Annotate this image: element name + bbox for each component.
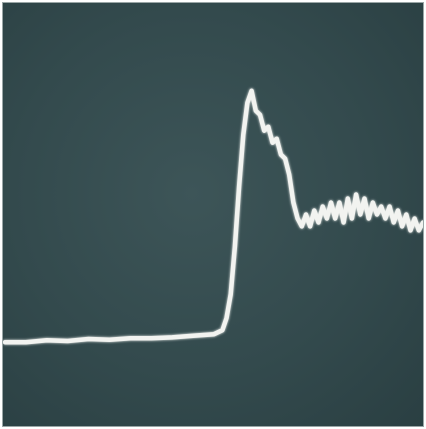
- trace-point: [392, 220, 396, 225]
- trace-point: [3, 340, 7, 344]
- trace-point: [312, 208, 316, 213]
- trace-point: [266, 125, 270, 129]
- trace-point: [170, 335, 174, 339]
- trace-point: [233, 244, 237, 248]
- trace-point: [300, 224, 304, 228]
- trace-point: [417, 228, 421, 232]
- trace-point: [337, 200, 341, 205]
- trace-point: [379, 204, 383, 209]
- trace-point: [413, 216, 417, 221]
- trace-point: [358, 212, 362, 217]
- trace-point: [287, 173, 291, 177]
- trace-point: [191, 334, 195, 338]
- trace-point: [128, 336, 132, 340]
- trace-point: [24, 340, 28, 344]
- trace-point: [296, 216, 300, 221]
- trace-point: [304, 212, 308, 217]
- trace-point: [321, 204, 325, 209]
- trace-point: [408, 228, 413, 232]
- trace-point: [325, 216, 329, 221]
- trace-point: [245, 101, 249, 105]
- trace-point: [350, 216, 354, 221]
- trace-plot: [3, 88, 423, 345]
- trace-point: [258, 113, 262, 117]
- trace-point: [421, 220, 423, 225]
- trace-point: [316, 220, 321, 225]
- trace-point: [375, 212, 379, 217]
- trace-point: [367, 216, 371, 221]
- trace-point: [262, 129, 266, 133]
- trace-point: [404, 212, 408, 217]
- trace-point: [371, 200, 375, 205]
- trace-point: [45, 338, 49, 342]
- trace-point: [362, 196, 367, 201]
- trace-point: [250, 89, 254, 93]
- trace-point: [329, 200, 333, 205]
- trace-point: [396, 208, 400, 213]
- trace-point: [149, 336, 153, 340]
- trace-point: [346, 196, 350, 201]
- trace-point: [237, 184, 241, 189]
- trace-point: [254, 109, 258, 113]
- trace-point: [66, 339, 70, 343]
- trace-point: [308, 224, 312, 228]
- trace-point: [383, 216, 387, 221]
- trace-point: [224, 316, 229, 320]
- trace-point: [279, 153, 283, 157]
- trace-point: [270, 141, 275, 145]
- trace-point: [354, 192, 358, 197]
- trace-point: [212, 332, 216, 336]
- trace-point: [283, 157, 287, 161]
- trace-point: [400, 224, 404, 228]
- trace-point: [291, 200, 295, 205]
- trace-point: [342, 220, 346, 225]
- trace-point: [388, 204, 392, 209]
- trace-point: [229, 292, 233, 296]
- trace-point: [333, 216, 337, 221]
- trace-point: [241, 133, 245, 137]
- trace-point: [220, 328, 224, 332]
- trace-point: [275, 137, 279, 141]
- signal-trace-line: [3, 88, 423, 345]
- trace-point: [87, 337, 91, 341]
- trace-point: [107, 338, 112, 342]
